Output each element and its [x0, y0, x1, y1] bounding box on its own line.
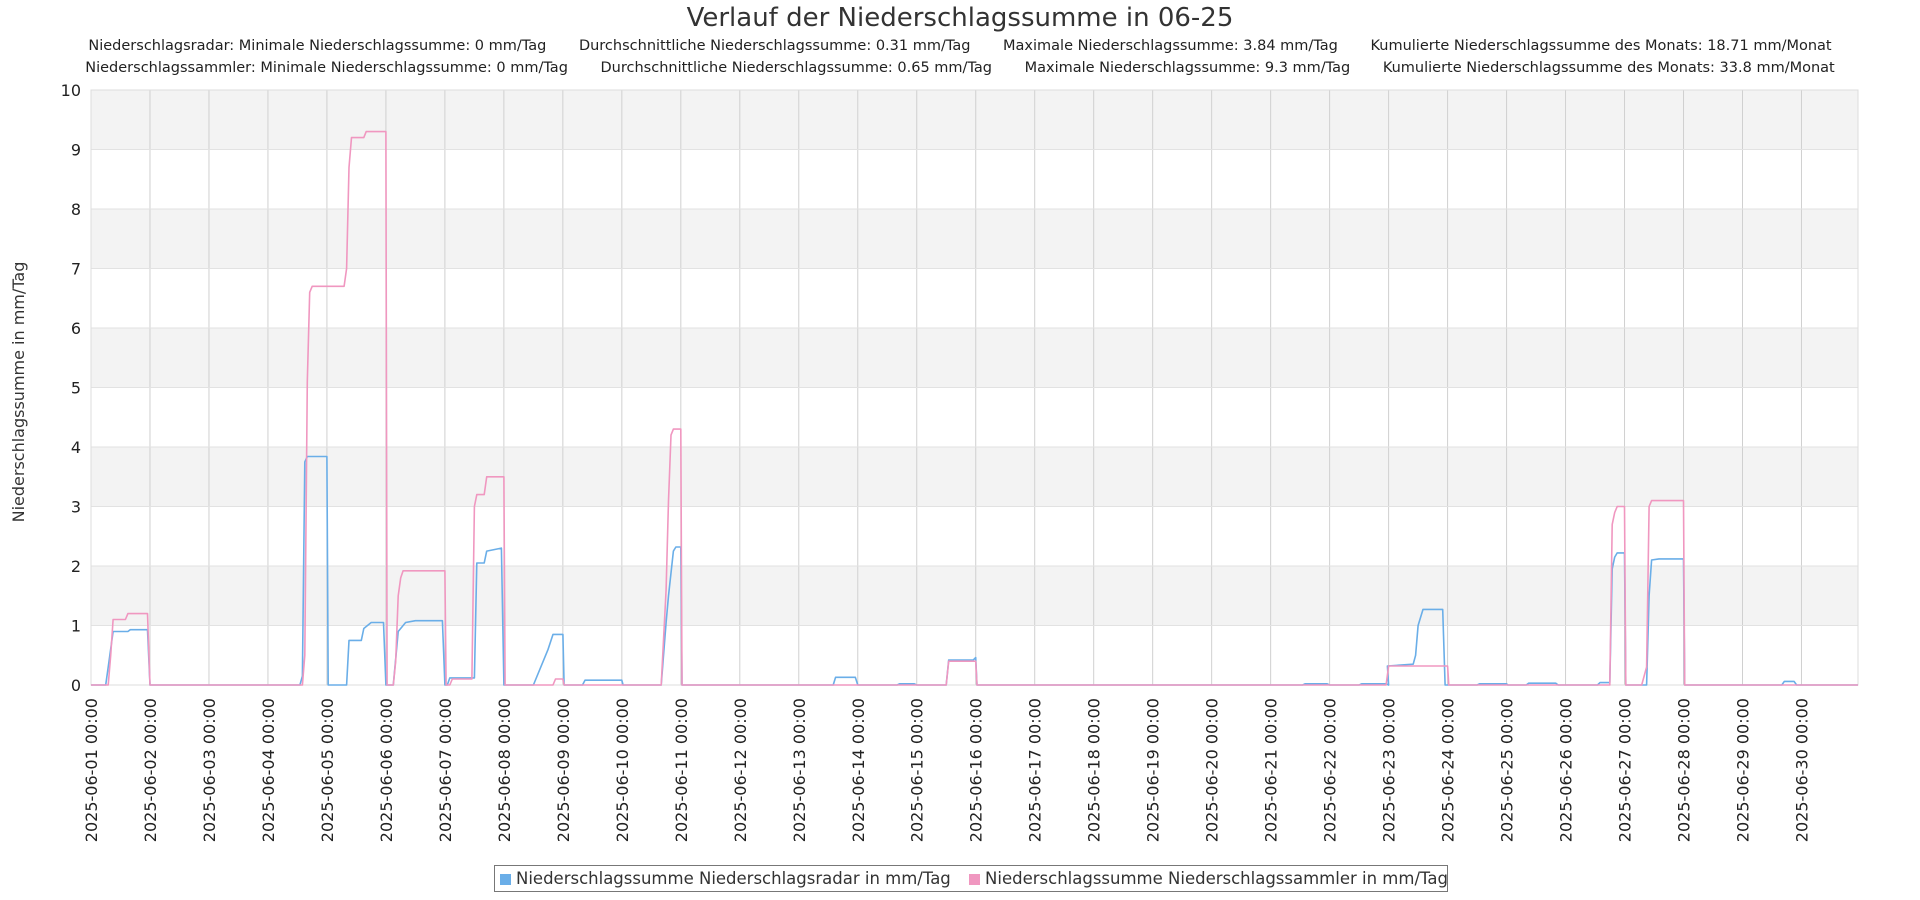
- x-tick-label: 2025-06-15 00:00: [908, 698, 927, 842]
- sammler-stats-row: Niederschlagssammler: Minimale Niedersch…: [0, 59, 1920, 77]
- series-line-radar: [91, 455, 1858, 686]
- y-tick-label: 1: [71, 617, 81, 636]
- y-tick-label: 5: [71, 379, 81, 398]
- sammler-stat-avg: Durchschnittliche Niederschlagssumme: 0.…: [600, 60, 992, 76]
- sammler-stat-min: Niederschlagssammler: Minimale Niedersch…: [85, 60, 568, 76]
- radar-stat-avg: Durchschnittliche Niederschlagssumme: 0.…: [578, 38, 971, 54]
- legend-label-sammler: Niederschlagssumme Niederschlagssammler …: [985, 869, 1448, 888]
- y-tick-label: 8: [71, 200, 81, 219]
- x-tick-label: 2025-06-11 00:00: [672, 698, 691, 842]
- x-tick-label: 2025-06-29 00:00: [1733, 698, 1752, 842]
- y-tick-label: 10: [61, 81, 81, 100]
- legend-label-radar: Niederschlagssumme Niederschlagsradar in…: [516, 869, 951, 888]
- x-tick-label: 2025-06-24 00:00: [1439, 698, 1458, 842]
- grid-band: [91, 209, 1858, 269]
- radar-stats-row: Niederschlagsradar: Minimale Niederschla…: [0, 37, 1920, 55]
- series-line-sammler: [91, 130, 1858, 686]
- y-tick-label: 6: [71, 319, 81, 338]
- x-tick-label: 2025-06-05 00:00: [318, 698, 337, 842]
- y-tick-label: 2: [71, 557, 81, 576]
- x-tick-label: 2025-06-03 00:00: [200, 698, 219, 842]
- x-tick-label: 2025-06-08 00:00: [495, 698, 514, 842]
- y-tick-label: 3: [71, 498, 81, 517]
- x-tick-label: 2025-06-28 00:00: [1675, 698, 1694, 842]
- x-tick-label: 2025-06-22 00:00: [1321, 698, 1340, 842]
- sammler-stat-max: Maximale Niederschlagssumme: 9.3 mm/Tag: [1024, 60, 1351, 76]
- x-tick-label: 2025-06-07 00:00: [436, 698, 455, 842]
- x-tick-label: 2025-06-27 00:00: [1616, 698, 1635, 842]
- x-tick-label: 2025-06-19 00:00: [1144, 698, 1163, 842]
- x-tick-label: 2025-06-25 00:00: [1498, 698, 1517, 842]
- radar-stat-max: Maximale Niederschlagssumme: 3.84 mm/Tag: [1003, 38, 1338, 54]
- plot-area: [90, 89, 1859, 686]
- x-tick-label: 2025-06-10 00:00: [613, 698, 632, 842]
- x-tick-label: 2025-06-12 00:00: [731, 698, 750, 842]
- x-tick-label: 2025-06-23 00:00: [1380, 698, 1399, 842]
- sammler-stat-cum: Kumulierte Niederschlagssumme des Monats…: [1382, 60, 1835, 76]
- chart-canvas: 0 1 2 3 4 5 6 7 8 9 10 2025-06-01 00:00 2025-06-02 …: [9, 81, 1859, 842]
- x-tick-label: 2025-06-09 00:00: [554, 698, 573, 842]
- y-tick-label: 7: [71, 260, 81, 279]
- x-tick-label: 2025-06-16 00:00: [967, 698, 986, 842]
- legend-swatch-radar: [500, 874, 511, 885]
- x-tick-label: 2025-06-06 00:00: [377, 698, 396, 842]
- grid-band: [91, 328, 1858, 388]
- x-tick-label: 2025-06-26 00:00: [1557, 698, 1576, 842]
- y-tick-label: 9: [71, 141, 81, 160]
- y-tick-label: 4: [71, 438, 81, 457]
- legend-swatch-sammler: [969, 874, 981, 885]
- radar-stat-min: Niederschlagsradar: Minimale Niederschla…: [88, 38, 547, 54]
- x-tick-label: 2025-06-21 00:00: [1262, 698, 1281, 842]
- x-tick-label: 2025-06-01 00:00: [82, 698, 101, 842]
- x-tick-label: 2025-06-13 00:00: [790, 698, 809, 842]
- x-tick-label: 2025-06-17 00:00: [1026, 698, 1045, 842]
- x-tick-label: 2025-06-18 00:00: [1085, 698, 1104, 842]
- grid-band: [91, 447, 1858, 507]
- x-tick-label: 2025-06-02 00:00: [141, 698, 160, 842]
- legend: Niederschlagssumme Niederschlagsradar in…: [494, 865, 1448, 892]
- x-tick-label: 2025-06-30 00:00: [1792, 698, 1811, 842]
- y-axis-label: Niederschlagssumme in mm/Tag: [9, 262, 28, 523]
- radar-stat-cum: Kumulierte Niederschlagssumme des Monats…: [1370, 38, 1832, 54]
- x-tick-label: 2025-06-20 00:00: [1203, 698, 1222, 842]
- y-tick-label: 0: [71, 676, 81, 695]
- chart-title: Verlauf der Niederschlagssumme in 06-25: [686, 3, 1234, 33]
- grid-band: [91, 90, 1858, 150]
- grid-band: [91, 566, 1858, 626]
- legend-item-sammler[interactable]: Niederschlagssumme Niederschlagssammler …: [966, 866, 1448, 891]
- x-tick-label: 2025-06-14 00:00: [849, 698, 868, 842]
- legend-item-radar[interactable]: Niederschlagssumme Niederschlagsradar in…: [497, 866, 951, 891]
- x-tick-label: 2025-06-04 00:00: [259, 698, 278, 842]
